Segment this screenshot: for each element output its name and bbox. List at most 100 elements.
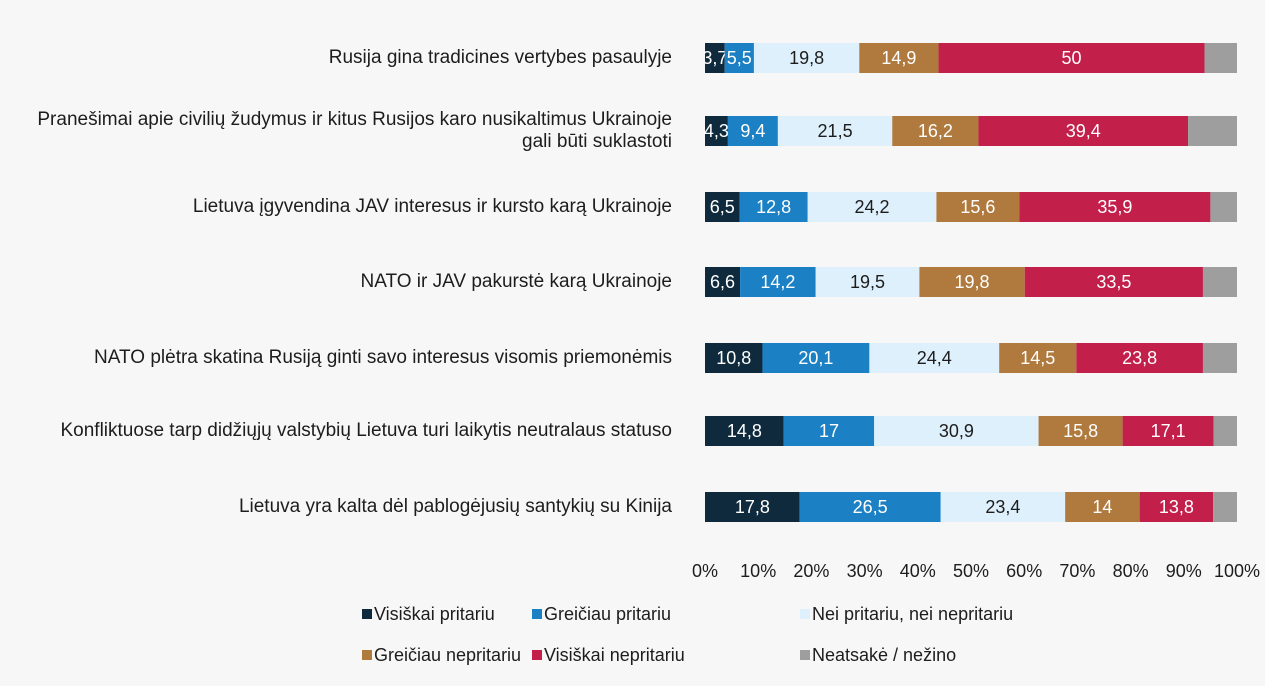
legend-label: Neatsakė / nežino <box>812 645 956 665</box>
data-label: 12,8 <box>756 197 791 217</box>
data-label: 14,5 <box>1020 348 1055 368</box>
data-label: 5,5 <box>727 48 752 68</box>
bar-segment <box>753 43 860 73</box>
bar-segment <box>815 267 920 297</box>
legend-label: Visiškai pritariu <box>374 604 495 624</box>
data-label: 15,8 <box>1063 421 1098 441</box>
bar-segment <box>1202 267 1237 297</box>
data-label: 17,1 <box>1151 421 1186 441</box>
bar-segment <box>1213 416 1237 446</box>
bar-segment <box>1213 492 1237 522</box>
data-label: 23,4 <box>985 497 1020 517</box>
category-label: Lietuva įgyvendina JAV interesus ir kurs… <box>192 196 672 217</box>
bar-segment <box>869 343 1000 373</box>
legend-swatch <box>532 609 542 619</box>
legend-swatch <box>362 609 372 619</box>
data-label: 21,5 <box>818 121 853 141</box>
bar-segment <box>724 43 754 73</box>
data-label: 4,3 <box>704 121 729 141</box>
data-label: 20,1 <box>798 348 833 368</box>
bar-segment <box>940 492 1066 522</box>
bar-segment <box>705 416 784 446</box>
data-label: 50 <box>1062 48 1082 68</box>
bar-segment <box>705 343 763 373</box>
x-tick-label: 60% <box>1006 561 1042 581</box>
data-label: 19,8 <box>789 48 824 68</box>
legend-swatch <box>800 650 810 660</box>
bar-segment <box>739 192 808 222</box>
data-label: 24,2 <box>855 197 890 217</box>
bar-segment <box>1122 416 1214 446</box>
data-label: 35,9 <box>1097 197 1132 217</box>
bar-segment <box>705 43 725 73</box>
data-label: 9,4 <box>740 121 765 141</box>
bar-segment <box>705 492 800 522</box>
bar-segment <box>705 116 728 146</box>
bar-segment <box>936 192 1020 222</box>
data-label: 39,4 <box>1066 121 1101 141</box>
x-tick-label: 100% <box>1214 561 1260 581</box>
data-label: 6,5 <box>710 197 735 217</box>
bar-segment <box>762 343 870 373</box>
data-label: 23,8 <box>1122 348 1157 368</box>
bar-segment <box>938 43 1205 73</box>
bar-segment <box>892 116 979 146</box>
bar-segment <box>874 416 1039 446</box>
category-label: Pranešimai apie civilių žudymus ir kitus… <box>37 109 672 152</box>
data-label: 30,9 <box>939 421 974 441</box>
data-label: 6,6 <box>710 272 735 292</box>
bar-segment <box>1202 343 1237 373</box>
data-label: 17 <box>819 421 839 441</box>
legend-label: Greičiau pritariu <box>544 604 671 624</box>
x-tick-label: 30% <box>847 561 883 581</box>
x-tick-label: 20% <box>793 561 829 581</box>
category-label: NATO ir JAV pakurstė karą Ukrainoje <box>360 271 673 292</box>
bar-segment <box>1065 492 1140 522</box>
legend-swatch <box>362 650 372 660</box>
data-label: 14 <box>1092 497 1112 517</box>
bar-segment <box>777 116 893 146</box>
category-label: Rusija gina tradicines vertybes pasaulyj… <box>328 47 672 68</box>
x-tick-label: 50% <box>953 561 989 581</box>
data-label: 15,6 <box>960 197 995 217</box>
x-tick-label: 70% <box>1059 561 1095 581</box>
x-tick-label: 0% <box>692 561 718 581</box>
category-label: NATO plėtra skatina Rusiją ginti savo in… <box>94 347 672 368</box>
bar-segment <box>783 416 875 446</box>
legend-swatch <box>800 609 810 619</box>
data-label: 19,8 <box>955 272 990 292</box>
bar-segment <box>978 116 1189 146</box>
bar-segment <box>740 267 816 297</box>
bar-segment <box>999 343 1077 373</box>
bar-segment <box>919 267 1025 297</box>
bar-segment <box>1139 492 1214 522</box>
legend-swatch <box>532 650 542 660</box>
bar-segment <box>1019 192 1211 222</box>
data-label: 10,8 <box>716 348 751 368</box>
bar-segment <box>1204 43 1237 73</box>
legend-label: Nei pritariu, nei nepritariu <box>812 604 1013 624</box>
x-tick-label: 10% <box>740 561 776 581</box>
data-label: 17,8 <box>735 497 770 517</box>
data-label: 14,8 <box>727 421 762 441</box>
bar-segment <box>705 192 740 222</box>
data-label: 3,7 <box>702 48 727 68</box>
bar-segment <box>1188 116 1237 146</box>
data-label: 16,2 <box>918 121 953 141</box>
x-tick-label: 40% <box>900 561 936 581</box>
bar-segment <box>727 116 778 146</box>
x-tick-label: 80% <box>1113 561 1149 581</box>
bar-segment <box>705 267 741 297</box>
bar-segment <box>859 43 939 73</box>
legend-label: Greičiau nepritariu <box>374 645 521 665</box>
data-label: 24,4 <box>917 348 952 368</box>
data-label: 14,9 <box>881 48 916 68</box>
bar-segment <box>1038 416 1123 446</box>
data-label: 33,5 <box>1096 272 1131 292</box>
category-label: Lietuva yra kalta dėl pablogėjusių santy… <box>238 496 672 517</box>
bar-segment <box>1210 192 1237 222</box>
data-label: 26,5 <box>853 497 888 517</box>
bar-segment <box>1024 267 1203 297</box>
bar-segment <box>1076 343 1203 373</box>
